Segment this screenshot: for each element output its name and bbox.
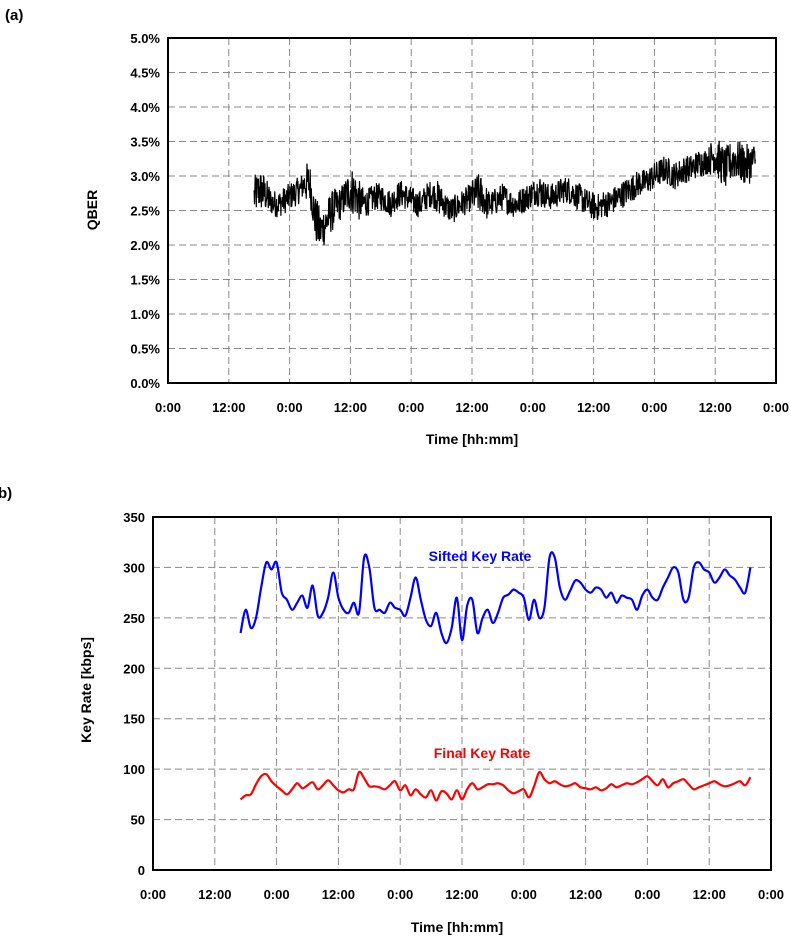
panel-b-y-tick-label: 350 xyxy=(123,510,145,525)
panel-b-x-tick-label: 12:00 xyxy=(198,887,231,902)
panel-b-plot-frame xyxy=(152,516,772,871)
final-key-rate-label: Final Key Rate xyxy=(434,745,531,761)
panel-a-x-tick-label: 12:00 xyxy=(455,400,488,415)
panel-a-y-ticks: 0.0% 0.5% 1.0% 1.5% 2.0% 2.5% 3.0% 3.5% 4.0% 4.5%… xyxy=(130,31,160,391)
panel-b-x-tick-label: 0:00 xyxy=(758,887,784,902)
panel-a-y-tick-label: 1.5% xyxy=(130,273,160,288)
panel-b-y-tick-label: 300 xyxy=(123,560,145,575)
panel-b-y-tick-label: 200 xyxy=(123,661,145,676)
panel-a-y-tick-label: 0.5% xyxy=(130,342,160,357)
panel-a-grid xyxy=(168,38,776,383)
panel-a-series xyxy=(253,140,756,246)
panel-b-x-tick-label: 12:00 xyxy=(322,887,355,902)
panel-b-x-tick-label: 0:00 xyxy=(264,887,290,902)
qber-series-line xyxy=(253,140,756,246)
panel-b-y-tick-label: 150 xyxy=(123,712,145,727)
panel-b-x-tick-label: 0:00 xyxy=(634,887,660,902)
sifted-key-rate-label: Sifted Key Rate xyxy=(429,548,532,564)
panel-a-x-tick-label: 0:00 xyxy=(763,400,789,415)
panel-b-y-tick-label: 250 xyxy=(123,611,145,626)
panel-a-label: (a) xyxy=(5,7,23,24)
panel-a-x-tick-label: 0:00 xyxy=(155,400,181,415)
panel-a-y-tick-label: 1.0% xyxy=(130,307,160,322)
panel-a-x-tick-label: 0:00 xyxy=(277,400,303,415)
panel-a-x-tick-label: 12:00 xyxy=(334,400,367,415)
sifted-key-rate-line xyxy=(239,551,752,645)
panel-a-x-ticks: 0:00 12:00 0:00 12:00 0:00 12:00 0:00 12:00 0:00… xyxy=(155,400,789,415)
panel-a-y-axis-label: QBER xyxy=(84,190,100,230)
panel-b-x-tick-label: 0:00 xyxy=(140,887,166,902)
panel-a-x-axis-label: Time [hh:mm] xyxy=(426,431,518,447)
panel-b-y-tick-label: 0 xyxy=(138,863,145,878)
final-key-rate-line xyxy=(239,770,752,802)
panel-a-chart: (a) 0.0% 0.5% 1.0% 1.5% 2.0% 2.5% 3.0% 3.5% 4.0%… xyxy=(5,7,789,447)
panel-a-y-tick-label: 5.0% xyxy=(130,31,160,46)
panel-b-x-tick-label: 12:00 xyxy=(693,887,726,902)
panel-a-x-tick-label: 12:00 xyxy=(577,400,610,415)
panel-a-x-tick-label: 0:00 xyxy=(398,400,424,415)
panel-b-x-tick-label: 12:00 xyxy=(569,887,602,902)
panel-a-y-tick-label: 3.5% xyxy=(130,135,160,150)
panel-b-chart: b) 0 50 100 150 200 250 300 350 0:00 12:00 0:00 12… xyxy=(0,485,784,935)
panel-a-plot-frame xyxy=(167,37,777,384)
panel-b-series xyxy=(239,551,752,802)
panel-a-y-tick-label: 4.0% xyxy=(130,100,160,115)
panel-b-y-tick-label: 100 xyxy=(123,762,145,777)
panel-b-label: b) xyxy=(0,485,12,502)
panel-a-y-tick-label: 2.0% xyxy=(130,238,160,253)
panel-b-x-tick-label: 12:00 xyxy=(445,887,478,902)
panel-b-y-axis-label: Key Rate [kbps] xyxy=(78,637,94,743)
panel-a-x-tick-label: 0:00 xyxy=(520,400,546,415)
panel-a-y-tick-label: 3.0% xyxy=(130,169,160,184)
panel-b-x-axis-label: Time [hh:mm] xyxy=(411,919,503,935)
panel-b-x-tick-label: 0:00 xyxy=(387,887,413,902)
panel-b-y-ticks: 0 50 100 150 200 250 300 350 xyxy=(123,510,145,878)
panel-a-y-tick-label: 2.5% xyxy=(130,204,160,219)
panel-a-x-tick-label: 12:00 xyxy=(699,400,732,415)
panel-a-y-tick-label: 4.5% xyxy=(130,66,160,81)
panel-a-y-tick-label: 0.0% xyxy=(130,376,160,391)
panel-b-y-tick-label: 50 xyxy=(131,813,145,828)
panel-a-x-tick-label: 12:00 xyxy=(212,400,245,415)
panel-a-x-tick-label: 0:00 xyxy=(641,400,667,415)
panel-b-x-ticks: 0:00 12:00 0:00 12:00 0:00 12:00 0:00 12:00 0:00… xyxy=(140,887,784,902)
panel-b-x-tick-label: 0:00 xyxy=(511,887,537,902)
panel-b-grid xyxy=(153,517,771,870)
